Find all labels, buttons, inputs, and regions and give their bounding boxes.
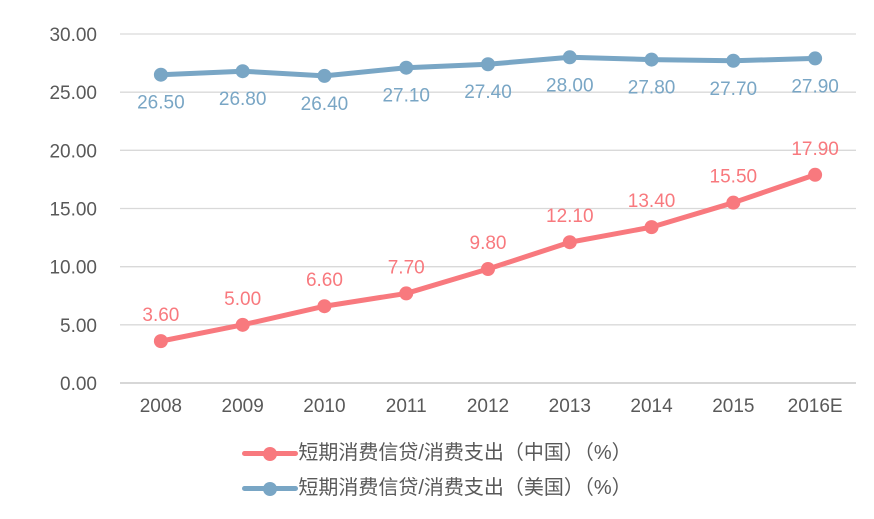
legend-marker-usa-icon — [242, 481, 299, 496]
x-tick-label: 2014 — [630, 396, 673, 417]
data-point-label: 26.50 — [137, 93, 185, 114]
x-tick-label: 2016E — [788, 396, 843, 417]
x-tick-label: 2013 — [549, 396, 591, 417]
data-point-marker — [399, 286, 414, 301]
legend-label-usa: 短期消费信贷/消费支出（美国）（%） — [298, 477, 632, 499]
data-point-label: 13.40 — [628, 191, 676, 212]
legend-marker-china-icon — [242, 446, 299, 461]
data-point-marker — [726, 195, 741, 210]
data-point-label: 6.60 — [306, 270, 343, 291]
legend: 短期消费信贷/消费支出（中国）（%） 短期消费信贷/消费支出（美国）（%） — [0, 440, 874, 502]
y-tick-label: 20.00 — [49, 141, 97, 162]
x-tick-label: 2015 — [712, 396, 754, 417]
data-point-label: 28.00 — [546, 75, 594, 96]
x-tick-label: 2011 — [386, 396, 427, 417]
x-tick-label: 2010 — [303, 396, 345, 417]
data-point-marker — [317, 68, 332, 83]
data-point-marker — [399, 60, 414, 75]
data-point-label: 27.80 — [628, 78, 676, 99]
data-point-label: 9.80 — [470, 233, 507, 254]
x-tick-label: 2012 — [467, 396, 509, 417]
data-point-marker — [644, 220, 659, 235]
legend-dot-china-icon — [263, 446, 278, 461]
legend-item-china: 短期消费信贷/消费支出（中国）（%） — [242, 440, 632, 467]
data-point-marker — [317, 299, 332, 314]
y-tick-label: 15.00 — [49, 200, 97, 221]
data-point-label: 26.40 — [301, 94, 349, 115]
data-point-marker — [153, 334, 168, 349]
data-point-marker — [562, 235, 577, 250]
legend-item-usa: 短期消费信贷/消费支出（美国）（%） — [242, 475, 632, 502]
data-point-marker — [235, 317, 250, 332]
y-tick-label: 10.00 — [49, 258, 97, 279]
y-tick-label: 5.00 — [60, 316, 97, 337]
y-tick-label: 25.00 — [49, 83, 97, 104]
data-point-marker — [808, 167, 823, 182]
data-point-marker — [481, 261, 495, 276]
y-tick-label: 0.00 — [60, 374, 97, 395]
data-point-marker — [235, 64, 250, 79]
data-point-label: 7.70 — [388, 257, 425, 278]
data-point-marker — [153, 67, 168, 82]
data-point-marker — [644, 52, 659, 67]
data-point-label: 27.70 — [710, 79, 758, 100]
data-point-label: 5.00 — [224, 289, 261, 310]
data-point-label: 17.90 — [791, 139, 839, 160]
data-point-label: 12.10 — [546, 206, 594, 227]
data-point-marker — [481, 57, 495, 72]
data-point-label: 26.80 — [219, 89, 267, 110]
legend-dot-usa-icon — [263, 481, 278, 496]
data-point-label: 15.50 — [710, 167, 758, 188]
x-tick-label: 2008 — [140, 396, 182, 417]
data-point-label: 27.10 — [382, 86, 430, 107]
legend-label-china: 短期消费信贷/消费支出（中国）（%） — [298, 442, 632, 464]
data-point-label: 3.60 — [142, 305, 179, 326]
data-point-marker — [562, 50, 577, 65]
data-point-label: 27.90 — [791, 76, 839, 97]
data-point-marker — [726, 53, 741, 68]
series-line-0 — [158, 172, 818, 344]
x-tick-label: 2009 — [222, 396, 264, 417]
data-point-label: 27.40 — [464, 82, 512, 103]
data-point-marker — [808, 51, 823, 66]
y-tick-label: 30.00 — [49, 25, 97, 46]
